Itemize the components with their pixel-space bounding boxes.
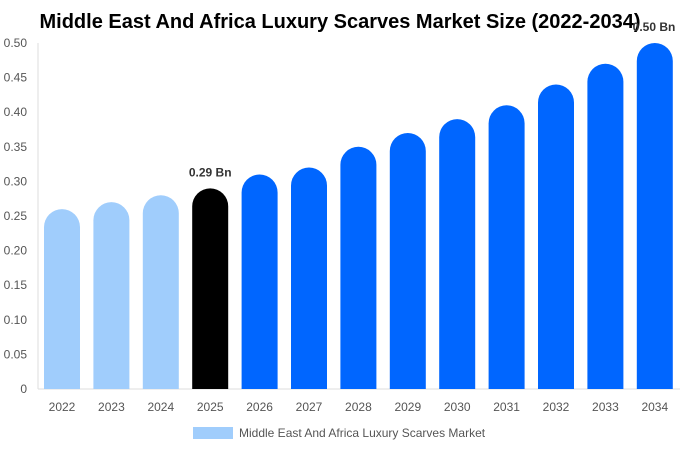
bar-2027[interactable] — [291, 167, 327, 389]
y-tick-label: 0.25 — [4, 209, 28, 223]
x-tick-label: 2034 — [641, 400, 668, 414]
bar-2029[interactable] — [389, 132, 426, 389]
x-tick-label: 2033 — [592, 400, 619, 414]
x-tick-label: 2027 — [296, 400, 323, 414]
x-tick-label: 2026 — [246, 400, 273, 414]
bar-2026[interactable] — [241, 174, 278, 389]
chart-title: Middle East And Africa Luxury Scarves Ma… — [40, 11, 641, 33]
x-tick-label: 2029 — [394, 400, 421, 414]
y-tick-label: 0.10 — [4, 313, 28, 327]
bar-2028[interactable] — [340, 146, 377, 389]
bar-2031[interactable] — [488, 105, 525, 389]
data-label: 0.50 Bn — [633, 20, 676, 34]
y-tick-label: 0.15 — [4, 278, 28, 292]
data-label: 0.29 Bn — [189, 165, 232, 179]
y-tick-label: 0.35 — [4, 140, 28, 154]
y-tick-label: 0.05 — [4, 347, 28, 361]
legend-swatch — [193, 427, 233, 439]
y-tick-label: 0.40 — [4, 105, 28, 119]
bar-2024[interactable] — [142, 195, 179, 389]
bar-2032[interactable] — [538, 84, 574, 390]
y-tick-label: 0.30 — [4, 174, 28, 188]
x-tick-label: 2031 — [493, 400, 520, 414]
x-tick-label: 2024 — [147, 400, 174, 414]
x-tick-label: 2028 — [345, 400, 372, 414]
legend[interactable]: Middle East And Africa Luxury Scarves Ma… — [193, 426, 486, 440]
y-tick-label: 0.20 — [4, 244, 28, 258]
x-tick-label: 2022 — [49, 400, 76, 414]
x-tick-label: 2023 — [98, 400, 125, 414]
x-tick-label: 2025 — [197, 400, 224, 414]
y-tick-label: 0 — [20, 382, 27, 396]
bar-2025[interactable] — [192, 188, 229, 389]
y-tick-label: 0.45 — [4, 71, 28, 85]
bar-2030[interactable] — [439, 119, 476, 389]
bar-2034[interactable] — [636, 43, 673, 389]
x-tick-label: 2030 — [444, 400, 471, 414]
bar-2033[interactable] — [587, 63, 624, 389]
x-tick-label: 2032 — [543, 400, 570, 414]
bar-2023[interactable] — [93, 202, 130, 389]
bar-2022[interactable] — [44, 209, 80, 389]
y-tick-label: 0.50 — [4, 36, 28, 50]
legend-label: Middle East And Africa Luxury Scarves Ma… — [239, 426, 486, 440]
